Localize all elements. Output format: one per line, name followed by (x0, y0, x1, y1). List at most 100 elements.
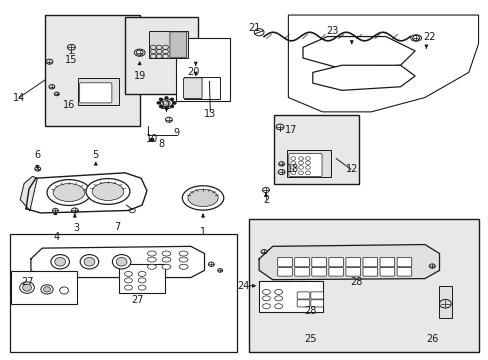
Bar (183, 77, 220, 99)
Bar (149, 31, 188, 58)
Circle shape (170, 98, 173, 100)
Text: 27: 27 (21, 277, 34, 287)
Polygon shape (20, 176, 37, 211)
Ellipse shape (47, 180, 91, 206)
FancyBboxPatch shape (362, 257, 377, 267)
Ellipse shape (147, 257, 156, 262)
Ellipse shape (179, 257, 187, 262)
Ellipse shape (262, 296, 270, 301)
Ellipse shape (138, 285, 146, 290)
Ellipse shape (53, 184, 84, 202)
Text: 20: 20 (187, 67, 199, 77)
Bar (11, 271, 77, 304)
Ellipse shape (138, 278, 146, 283)
Ellipse shape (162, 264, 170, 269)
Ellipse shape (20, 282, 34, 293)
FancyBboxPatch shape (328, 257, 343, 267)
Text: 10: 10 (145, 134, 158, 144)
FancyBboxPatch shape (396, 267, 411, 276)
Ellipse shape (160, 99, 172, 107)
FancyBboxPatch shape (294, 257, 309, 267)
Text: 19: 19 (133, 71, 145, 81)
Circle shape (164, 97, 167, 99)
FancyBboxPatch shape (80, 83, 112, 103)
Ellipse shape (179, 251, 187, 256)
Circle shape (159, 105, 162, 108)
FancyBboxPatch shape (310, 292, 323, 299)
Bar (78, 78, 119, 105)
Text: 18: 18 (286, 164, 299, 174)
FancyBboxPatch shape (277, 257, 292, 267)
Text: 12: 12 (345, 164, 357, 174)
Text: 3: 3 (73, 224, 79, 233)
FancyBboxPatch shape (345, 267, 360, 276)
FancyBboxPatch shape (311, 267, 326, 276)
Bar (287, 149, 330, 177)
Ellipse shape (124, 271, 132, 276)
Circle shape (157, 102, 160, 104)
Bar (10, 234, 237, 352)
Circle shape (172, 102, 175, 104)
Ellipse shape (60, 287, 68, 294)
Text: 28: 28 (350, 277, 362, 287)
Ellipse shape (116, 257, 127, 266)
Ellipse shape (410, 35, 421, 41)
FancyBboxPatch shape (345, 257, 360, 267)
Ellipse shape (274, 304, 282, 309)
Bar (125, 17, 198, 94)
Ellipse shape (41, 285, 53, 294)
Ellipse shape (22, 284, 31, 291)
Ellipse shape (162, 251, 170, 256)
Ellipse shape (274, 289, 282, 294)
Text: 22: 22 (423, 32, 435, 41)
Text: 2: 2 (263, 195, 269, 205)
Text: 16: 16 (62, 100, 75, 110)
Ellipse shape (179, 264, 187, 269)
Bar (249, 220, 478, 352)
Ellipse shape (162, 257, 170, 262)
Ellipse shape (51, 255, 69, 269)
FancyBboxPatch shape (297, 300, 309, 307)
Ellipse shape (147, 264, 156, 269)
Text: 6: 6 (34, 150, 40, 160)
Ellipse shape (147, 251, 156, 256)
Circle shape (170, 105, 173, 108)
FancyBboxPatch shape (288, 153, 322, 176)
Polygon shape (288, 15, 478, 112)
FancyBboxPatch shape (362, 267, 377, 276)
FancyBboxPatch shape (169, 32, 186, 58)
Polygon shape (259, 244, 439, 280)
FancyBboxPatch shape (379, 267, 394, 276)
Ellipse shape (187, 189, 218, 207)
Text: 28: 28 (304, 306, 316, 316)
Polygon shape (31, 246, 204, 278)
Bar (438, 286, 451, 318)
Ellipse shape (124, 278, 132, 283)
Bar (273, 116, 358, 184)
Ellipse shape (84, 257, 95, 266)
Text: 1: 1 (200, 227, 206, 237)
Polygon shape (303, 37, 414, 69)
Ellipse shape (182, 186, 224, 210)
Bar (176, 39, 229, 101)
Text: 21: 21 (247, 23, 260, 33)
Text: 13: 13 (204, 109, 216, 119)
Ellipse shape (43, 287, 50, 292)
Ellipse shape (138, 271, 146, 276)
FancyBboxPatch shape (328, 267, 343, 276)
Text: 15: 15 (65, 55, 78, 65)
Ellipse shape (134, 49, 145, 56)
FancyBboxPatch shape (379, 257, 394, 267)
FancyBboxPatch shape (277, 267, 292, 276)
FancyBboxPatch shape (396, 257, 411, 267)
Circle shape (164, 107, 167, 109)
Bar (119, 264, 164, 293)
Ellipse shape (262, 304, 270, 309)
Text: 26: 26 (425, 333, 438, 343)
Ellipse shape (124, 285, 132, 290)
Text: 8: 8 (158, 139, 164, 149)
Ellipse shape (112, 255, 131, 269)
Text: 11: 11 (160, 102, 172, 112)
Circle shape (159, 98, 162, 100)
Ellipse shape (163, 100, 170, 105)
